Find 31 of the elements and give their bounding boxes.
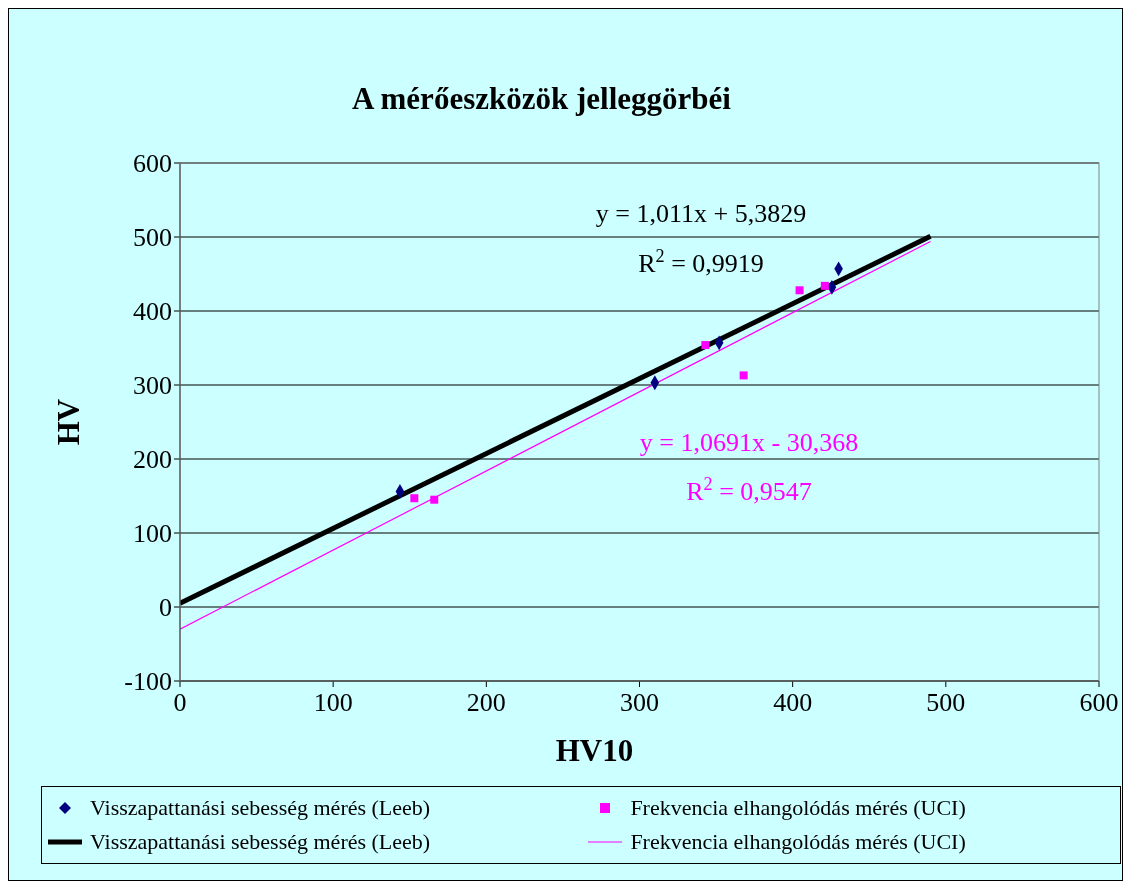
point — [430, 495, 439, 504]
y-tick-label: 0 — [159, 593, 172, 623]
point — [701, 341, 710, 350]
point — [795, 286, 804, 295]
annotation: y = 1,011x + 5,3829 — [595, 199, 807, 228]
y-tick-label: 100 — [133, 519, 172, 549]
y-tick-label: 300 — [133, 371, 172, 401]
point — [820, 281, 829, 290]
x-tick-label: 500 — [926, 688, 966, 718]
x-tick-label: 100 — [313, 688, 353, 718]
y-axis-title: HV — [51, 398, 86, 446]
y-tick-label: 400 — [133, 297, 172, 327]
legend-label: Frekvencia elhangolódás mérés (UCI) — [630, 795, 966, 821]
legend-label: Visszapattanási sebesség mérés (Leeb) — [90, 829, 431, 855]
point — [739, 371, 748, 380]
x-tick-label: 300 — [620, 688, 659, 718]
y-tick-label: -100 — [124, 667, 172, 697]
y-tick-label: 600 — [133, 149, 172, 179]
x-tick-label: 400 — [773, 688, 813, 718]
annotation: y = 1,0691x - 30,368 — [639, 428, 859, 457]
chart-title: A mérőeszközök jelleggörbéi — [352, 81, 732, 116]
y-tick-label: 500 — [133, 223, 172, 253]
annotation: R$^{2}$ = 0,9919 — [638, 246, 764, 278]
y-tick-label: 200 — [133, 445, 172, 475]
legend-label: Frekvencia elhangolódás mérés (UCI) — [630, 829, 966, 855]
legend-label: Visszapattanási sebesség mérés (Leeb) — [90, 795, 431, 821]
x-axis-title: HV10 — [555, 733, 634, 768]
annotation: R$^{2}$ = 0,9547 — [686, 474, 812, 506]
x-tick-label: 200 — [466, 688, 506, 718]
point — [410, 494, 419, 503]
x-tick-label: 600 — [1079, 688, 1119, 718]
